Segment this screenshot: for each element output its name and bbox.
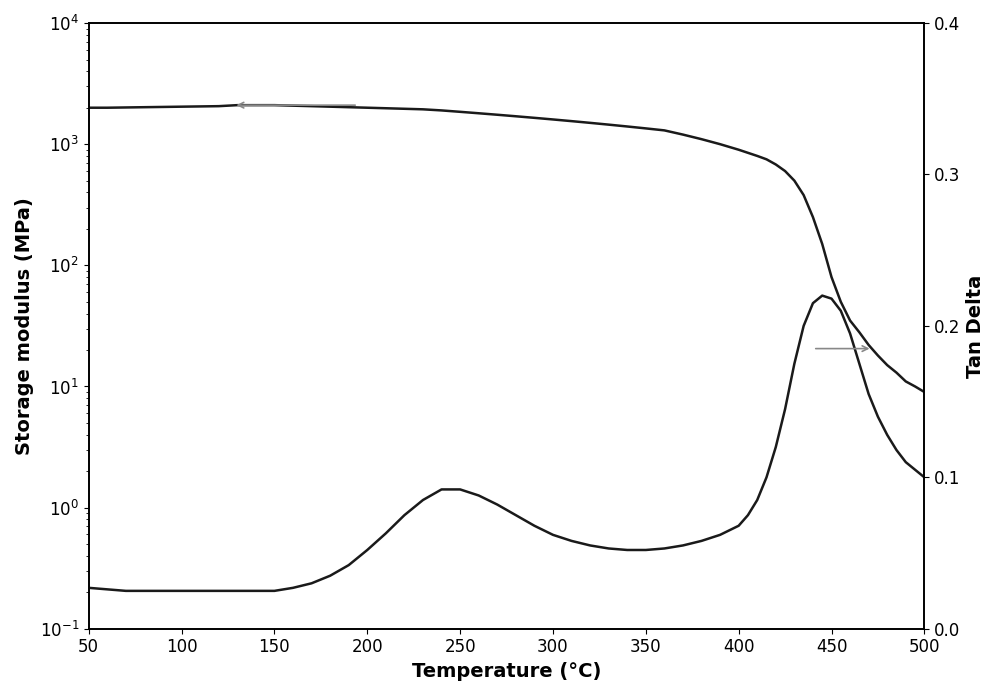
Y-axis label: Storage modulus (MPa): Storage modulus (MPa) <box>15 197 34 454</box>
Y-axis label: Tan Delta: Tan Delta <box>966 274 985 377</box>
X-axis label: Temperature (°C): Temperature (°C) <box>412 662 601 681</box>
